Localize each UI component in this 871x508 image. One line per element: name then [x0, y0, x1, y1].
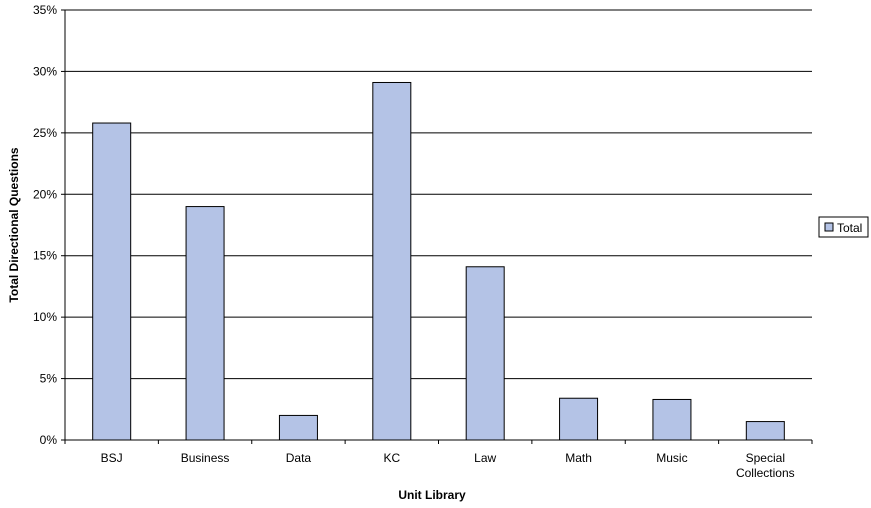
bar — [653, 399, 691, 440]
legend-swatch — [825, 223, 833, 231]
legend-label: Total — [837, 221, 862, 235]
axes — [65, 10, 812, 440]
bar — [186, 207, 224, 440]
x-tick-label: Data — [286, 451, 312, 465]
y-tick-label: 0% — [40, 433, 58, 447]
x-tick-label: BSJ — [101, 451, 123, 465]
x-tick-label: Business — [181, 451, 230, 465]
y-tick-label: 15% — [33, 249, 57, 263]
x-ticks: BSJ Business Data KC Law Math Music Special Coll… — [65, 440, 812, 480]
y-tick-label: 10% — [33, 310, 57, 324]
y-tick-label: 35% — [33, 3, 57, 17]
bar — [279, 415, 317, 440]
y-ticks: 0% 5% 10% 15% 20% 25% 30% 35% — [33, 3, 65, 447]
x-tick-label: Math — [565, 451, 592, 465]
x-axis-title: Unit Library — [398, 488, 466, 502]
bar — [373, 82, 411, 440]
legend: Total — [819, 217, 868, 237]
y-tick-label: 30% — [33, 64, 57, 78]
y-tick-label: 25% — [33, 126, 57, 140]
x-tick-label: Special Collections — [736, 451, 795, 480]
y-tick-label: 5% — [40, 372, 58, 386]
x-tick-label: Music — [656, 451, 687, 465]
bar — [746, 422, 784, 440]
x-tick-label: KC — [383, 451, 400, 465]
bar — [560, 398, 598, 440]
bar — [93, 123, 131, 440]
x-tick-label: Law — [474, 451, 496, 465]
bars — [93, 82, 785, 440]
bar — [466, 267, 504, 440]
y-axis-title: Total Directional Questions — [7, 147, 21, 302]
y-tick-label: 20% — [33, 187, 57, 201]
gridlines — [65, 10, 812, 379]
